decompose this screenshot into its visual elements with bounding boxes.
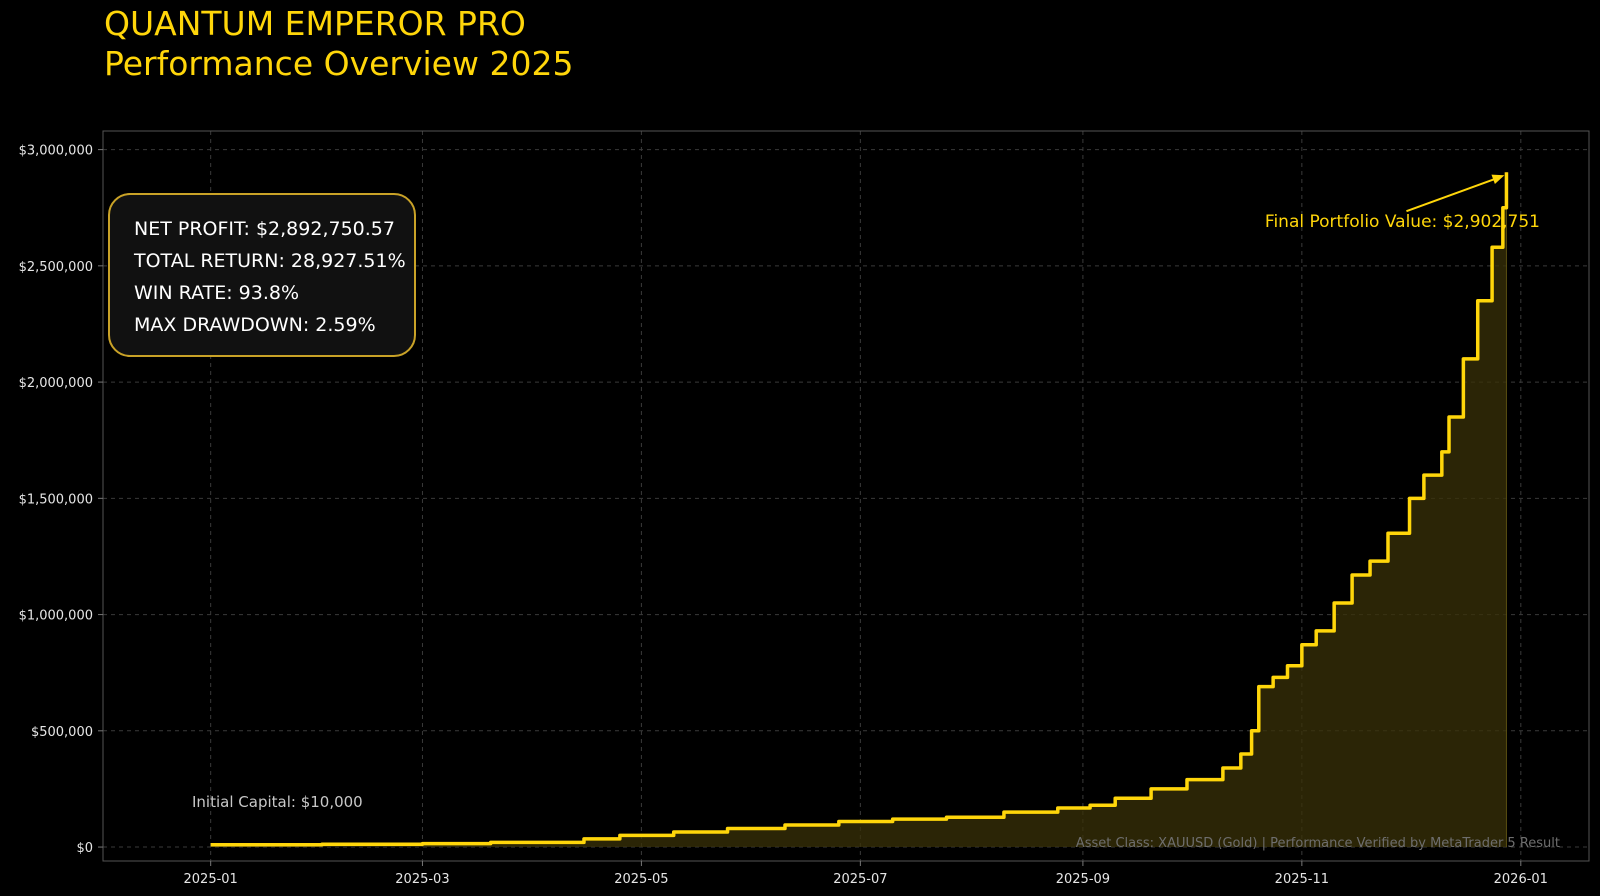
plot-frame (102, 130, 1590, 862)
equity-area (210, 172, 1507, 848)
annotations: Initial Capital: $10,000 Final Portfolio… (192, 174, 1560, 851)
x-tick-label: 2025-01 (184, 872, 238, 887)
equity-line (210, 172, 1509, 847)
total-return-stat: TOTAL RETURN: 28,927.51% (134, 250, 406, 272)
footer-note: Asset Class: XAUUSD (Gold) | Performance… (1076, 836, 1560, 851)
chart-title: QUANTUM EMPEROR PRO (104, 4, 526, 43)
x-tick-label: 2026-01 (1494, 872, 1548, 887)
y-tick-label: $1,500,000 (19, 492, 93, 507)
stats-box: NET PROFIT: $2,892,750.57 TOTAL RETURN: … (108, 193, 416, 357)
win-rate-stat: WIN RATE: 93.8% (134, 282, 300, 304)
y-tick-label: $3,000,000 (19, 144, 93, 159)
y-tick-label: $2,500,000 (19, 260, 93, 275)
y-tick-label: $500,000 (31, 725, 93, 740)
y-tick-label: $0 (76, 841, 93, 856)
x-tick-label: 2025-11 (1275, 872, 1329, 887)
max-drawdown-stat: MAX DRAWDOWN: 2.59% (134, 314, 376, 336)
chart-subtitle: Performance Overview 2025 (104, 44, 574, 83)
x-tick-label: 2025-09 (1056, 872, 1110, 887)
tick-labels: $0 $500,000 $1,000,000 $1,500,000 $2,000,000… (19, 144, 1548, 887)
series (210, 172, 1509, 848)
y-tick-label: $1,000,000 (19, 609, 93, 624)
axes (102, 130, 1590, 862)
y-tick-label: $2,000,000 (19, 376, 93, 391)
final-value-arrowhead (1491, 174, 1505, 185)
net-profit-stat: NET PROFIT: $2,892,750.57 (134, 218, 395, 240)
x-tick-label: 2025-05 (614, 872, 668, 887)
x-tick-label: 2025-07 (833, 872, 887, 887)
x-tick-label: 2025-03 (395, 872, 449, 887)
title-block: QUANTUM EMPEROR PRO Performance Overview… (104, 4, 573, 84)
final-value-arrow (1406, 176, 1499, 213)
initial-capital-annotation: Initial Capital: $10,000 (192, 793, 363, 811)
final-value-annotation: Final Portfolio Value: $2,902,751 (1265, 212, 1540, 232)
